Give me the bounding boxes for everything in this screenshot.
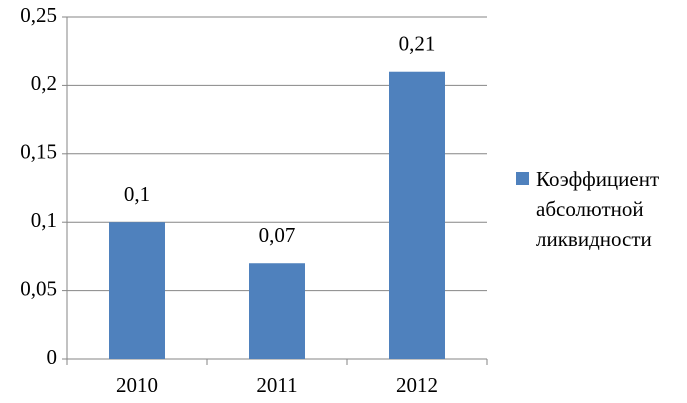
legend: Коэффициент абсолютной ликвидности xyxy=(516,164,686,254)
x-tick-label: 2012 xyxy=(396,373,438,397)
y-tick-label: 0 xyxy=(47,345,58,369)
bar xyxy=(249,263,305,359)
y-tick-label: 0,05 xyxy=(20,276,57,300)
y-tick-label: 0,25 xyxy=(20,3,57,27)
y-tick-label: 0,15 xyxy=(20,140,57,164)
x-tick-label: 2010 xyxy=(116,373,158,397)
bar xyxy=(389,71,445,359)
y-tick-label: 0,2 xyxy=(31,71,57,95)
legend-swatch xyxy=(516,172,529,185)
data-label: 0,21 xyxy=(399,32,436,56)
y-tick-label: 0,1 xyxy=(31,208,57,232)
bar xyxy=(109,222,165,359)
x-tick-label: 2011 xyxy=(256,373,297,397)
data-label: 0,07 xyxy=(259,223,296,247)
data-label: 0,1 xyxy=(124,182,150,206)
legend-label: Коэффициент абсолютной ликвидности xyxy=(536,167,660,251)
